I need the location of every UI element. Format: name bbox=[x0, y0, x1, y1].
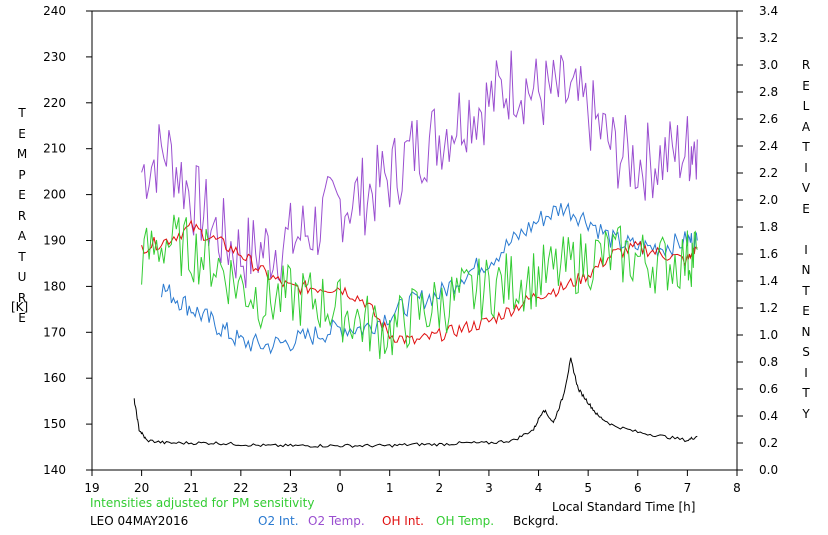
y-tick-label-left: 180 bbox=[43, 279, 66, 293]
station-date-label: LEO 04MAY2016 bbox=[90, 514, 189, 528]
y-tick-label-left: 200 bbox=[43, 188, 66, 202]
y-tick-label-right: 3.4 bbox=[759, 4, 778, 18]
legend-item: OH Temp. bbox=[436, 514, 495, 528]
series-layer bbox=[133, 50, 698, 448]
y-tick-label-right: 2.0 bbox=[759, 193, 778, 207]
y-tick-label-right: 2.2 bbox=[759, 166, 778, 180]
x-tick-label: 0 bbox=[336, 481, 344, 495]
y-tick-label-left: 140 bbox=[43, 463, 66, 477]
y-tick-label-right: 2.8 bbox=[759, 85, 778, 99]
y-tick-label-right: 1.2 bbox=[759, 301, 778, 315]
legend-item: O2 Temp. bbox=[308, 514, 365, 528]
y-tick-label-left: 160 bbox=[43, 371, 66, 385]
y-tick-label-right: 2.4 bbox=[759, 139, 778, 153]
y-tick-label-left: 210 bbox=[43, 142, 66, 156]
y-tick-label-left: 230 bbox=[43, 50, 66, 64]
y-tick-label-right: 3.0 bbox=[759, 58, 778, 72]
y-tick-label-right: 2.6 bbox=[759, 112, 778, 126]
x-tick-label: 22 bbox=[233, 481, 248, 495]
y-tick-label-left: 170 bbox=[43, 325, 66, 339]
legend-item: Bckgrd. bbox=[513, 514, 559, 528]
x-tick-label: 5 bbox=[584, 481, 592, 495]
legend-item: OH Int. bbox=[382, 514, 424, 528]
x-axis-label: Local Standard Time [h] bbox=[552, 500, 696, 514]
series-line-bckgrd bbox=[133, 357, 698, 448]
y-tick-label-left: 240 bbox=[43, 4, 66, 18]
x-tick-label: 19 bbox=[84, 481, 99, 495]
series-line-oh-int bbox=[141, 219, 698, 345]
y-tick-label-right: 0.4 bbox=[759, 409, 778, 423]
x-tick-label: 21 bbox=[184, 481, 199, 495]
y-axis-unit-left: [K] bbox=[11, 300, 29, 314]
y-tick-label-right: 0.8 bbox=[759, 355, 778, 369]
series-line-oh-temp bbox=[141, 214, 698, 360]
y-tick-label-right: 1.0 bbox=[759, 328, 778, 342]
x-tick-label: 3 bbox=[485, 481, 493, 495]
plot-frame bbox=[91, 10, 738, 471]
x-tick-label: 20 bbox=[134, 481, 149, 495]
x-tick-label: 7 bbox=[684, 481, 692, 495]
y-tick-label-right: 0.6 bbox=[759, 382, 778, 396]
x-tick-label: 4 bbox=[535, 481, 543, 495]
x-tick-label: 2 bbox=[435, 481, 443, 495]
y-tick-label-right: 1.6 bbox=[759, 247, 778, 261]
y-tick-label-right: 1.8 bbox=[759, 220, 778, 234]
y-tick-label-right: 1.4 bbox=[759, 274, 778, 288]
x-tick-label: 23 bbox=[283, 481, 298, 495]
x-tick-label: 6 bbox=[634, 481, 642, 495]
y-tick-label-left: 190 bbox=[43, 234, 66, 248]
legend-item: O2 Int. bbox=[258, 514, 299, 528]
x-tick-label: 8 bbox=[733, 481, 741, 495]
y-tick-label-left: 220 bbox=[43, 96, 66, 110]
axis-layer: 19 20 21 22 23 0 1 2 3 4 5 6 7 8140150160170180190200… bbox=[43, 4, 778, 495]
y-tick-label-right: 0.0 bbox=[759, 463, 778, 477]
x-tick-label: 1 bbox=[386, 481, 394, 495]
y-tick-label-right: 0.2 bbox=[759, 436, 778, 450]
y-tick-label-left: 150 bbox=[43, 417, 66, 431]
y-tick-label-right: 3.2 bbox=[759, 31, 778, 45]
sensitivity-note: Intensities adjusted for PM sensitivity bbox=[90, 496, 315, 510]
series-line-o2-temp bbox=[141, 50, 698, 289]
